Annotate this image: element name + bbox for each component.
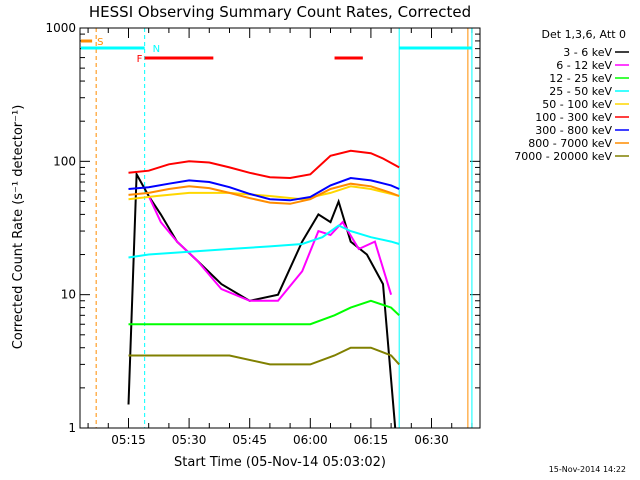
timestamp: 15-Nov-2014 14:22 bbox=[549, 465, 626, 474]
y-tick-label: 1 bbox=[68, 421, 76, 435]
x-tick-label: 05:30 bbox=[172, 433, 207, 447]
legend-label: 3 - 6 keV bbox=[563, 46, 612, 59]
series-line bbox=[128, 299, 400, 326]
series-line bbox=[128, 346, 400, 366]
y-tick-label: 100 bbox=[53, 154, 76, 168]
legend-label: 300 - 800 keV bbox=[535, 124, 612, 137]
legend-label: 100 - 300 keV bbox=[535, 111, 612, 124]
series-line bbox=[128, 149, 400, 180]
legend-label: 25 - 50 keV bbox=[549, 85, 612, 98]
series-line bbox=[128, 224, 400, 259]
plot-frame bbox=[79, 27, 481, 429]
legend-label: 6 - 12 keV bbox=[556, 59, 612, 72]
x-tick-label: 06:15 bbox=[354, 433, 389, 447]
x-tick-label: 06:30 bbox=[414, 433, 449, 447]
x-tick-label: 06:00 bbox=[293, 433, 328, 447]
series-line bbox=[147, 195, 393, 302]
series-line bbox=[128, 176, 400, 202]
series-line bbox=[128, 182, 400, 205]
chart-title: HESSI Observing Summary Count Rates, Cor… bbox=[89, 3, 471, 21]
legend-label: 800 - 7000 keV bbox=[528, 137, 612, 150]
legend-label: 12 - 25 keV bbox=[549, 72, 612, 85]
flag-label: S bbox=[97, 37, 103, 48]
legend-label: 50 - 100 keV bbox=[542, 98, 612, 111]
x-tick-label: 05:15 bbox=[111, 433, 146, 447]
y-tick-label: 10 bbox=[61, 288, 76, 302]
flag-label: F bbox=[137, 54, 143, 65]
x-tick-label: 05:45 bbox=[232, 433, 267, 447]
legend-label: 7000 - 20000 keV bbox=[514, 150, 612, 163]
flag-label: N bbox=[153, 44, 160, 55]
x-axis-label: Start Time (05-Nov-14 05:03:02) bbox=[174, 455, 386, 470]
chart-marks: 1 10 100 1000 05:15 05:30 05:45 06:00 06:15 06:30… bbox=[45, 21, 629, 447]
y-tick-label: 1000 bbox=[45, 21, 76, 35]
legend-title: Det 1,3,6, Att 0 bbox=[542, 28, 626, 41]
y-axis-label: Corrected Count Rate (s⁻¹ detector⁻¹) bbox=[11, 105, 26, 350]
